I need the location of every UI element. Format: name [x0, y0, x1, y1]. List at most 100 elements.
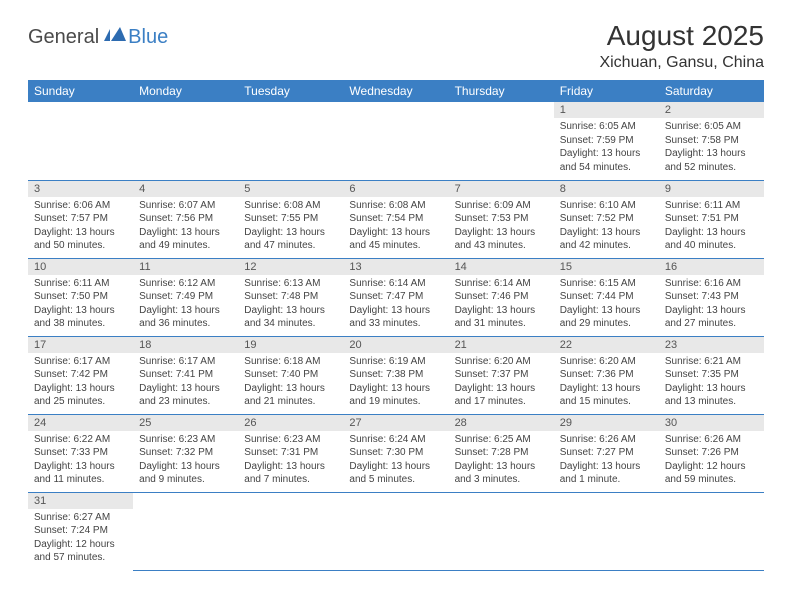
day-info: Sunrise: 6:20 AMSunset: 7:36 PMDaylight:…: [554, 353, 659, 411]
sunrise-text: Sunrise: 6:18 AM: [244, 355, 337, 369]
sunrise-text: Sunrise: 6:13 AM: [244, 277, 337, 291]
day-info: Sunrise: 6:20 AMSunset: 7:37 PMDaylight:…: [449, 353, 554, 411]
day-number: 10: [28, 259, 133, 275]
day-info: Sunrise: 6:13 AMSunset: 7:48 PMDaylight:…: [238, 275, 343, 333]
day-number: 26: [238, 415, 343, 431]
daylight-text: Daylight: 13 hours and 45 minutes.: [349, 226, 442, 253]
daylight-text: Daylight: 13 hours and 27 minutes.: [665, 304, 758, 331]
day-number: 5: [238, 181, 343, 197]
daylight-text: Daylight: 13 hours and 38 minutes.: [34, 304, 127, 331]
calendar-cell: 1Sunrise: 6:05 AMSunset: 7:59 PMDaylight…: [554, 102, 659, 180]
calendar-cell: 2Sunrise: 6:05 AMSunset: 7:58 PMDaylight…: [659, 102, 764, 180]
calendar-cell: 10Sunrise: 6:11 AMSunset: 7:50 PMDayligh…: [28, 258, 133, 336]
sunset-text: Sunset: 7:31 PM: [244, 446, 337, 460]
day-number: 6: [343, 181, 448, 197]
sunrise-text: Sunrise: 6:06 AM: [34, 199, 127, 213]
day-number: 15: [554, 259, 659, 275]
calendar-cell: [554, 492, 659, 570]
calendar-cell: 29Sunrise: 6:26 AMSunset: 7:27 PMDayligh…: [554, 414, 659, 492]
day-info: Sunrise: 6:05 AMSunset: 7:59 PMDaylight:…: [554, 118, 659, 176]
sunrise-text: Sunrise: 6:20 AM: [455, 355, 548, 369]
daylight-text: Daylight: 13 hours and 5 minutes.: [349, 460, 442, 487]
day-number: 2: [659, 102, 764, 118]
sunrise-text: Sunrise: 6:26 AM: [560, 433, 653, 447]
daylight-text: Daylight: 13 hours and 21 minutes.: [244, 382, 337, 409]
daylight-text: Daylight: 13 hours and 17 minutes.: [455, 382, 548, 409]
day-info: Sunrise: 6:25 AMSunset: 7:28 PMDaylight:…: [449, 431, 554, 489]
day-info: Sunrise: 6:15 AMSunset: 7:44 PMDaylight:…: [554, 275, 659, 333]
sunrise-text: Sunrise: 6:11 AM: [34, 277, 127, 291]
sunset-text: Sunset: 7:30 PM: [349, 446, 442, 460]
day-info: Sunrise: 6:10 AMSunset: 7:52 PMDaylight:…: [554, 197, 659, 255]
daylight-text: Daylight: 13 hours and 15 minutes.: [560, 382, 653, 409]
logo-text-blue: Blue: [128, 26, 168, 49]
sunrise-text: Sunrise: 6:05 AM: [560, 120, 653, 134]
day-number: 7: [449, 181, 554, 197]
sunrise-text: Sunrise: 6:24 AM: [349, 433, 442, 447]
sunset-text: Sunset: 7:37 PM: [455, 368, 548, 382]
sunset-text: Sunset: 7:57 PM: [34, 212, 127, 226]
day-info: Sunrise: 6:11 AMSunset: 7:51 PMDaylight:…: [659, 197, 764, 255]
daylight-text: Daylight: 13 hours and 3 minutes.: [455, 460, 548, 487]
calendar-cell: [238, 102, 343, 180]
calendar-cell: [449, 492, 554, 570]
calendar-cell: 30Sunrise: 6:26 AMSunset: 7:26 PMDayligh…: [659, 414, 764, 492]
day-info: Sunrise: 6:12 AMSunset: 7:49 PMDaylight:…: [133, 275, 238, 333]
daylight-text: Daylight: 13 hours and 54 minutes.: [560, 147, 653, 174]
day-number: 23: [659, 337, 764, 353]
sunrise-text: Sunrise: 6:17 AM: [34, 355, 127, 369]
sunrise-text: Sunrise: 6:08 AM: [349, 199, 442, 213]
sunrise-text: Sunrise: 6:16 AM: [665, 277, 758, 291]
day-number: 13: [343, 259, 448, 275]
location-label: Xichuan, Gansu, China: [599, 54, 764, 72]
day-info: Sunrise: 6:26 AMSunset: 7:26 PMDaylight:…: [659, 431, 764, 489]
sunrise-text: Sunrise: 6:10 AM: [560, 199, 653, 213]
day-info: Sunrise: 6:26 AMSunset: 7:27 PMDaylight:…: [554, 431, 659, 489]
sunrise-text: Sunrise: 6:12 AM: [139, 277, 232, 291]
sunrise-text: Sunrise: 6:20 AM: [560, 355, 653, 369]
daylight-text: Daylight: 13 hours and 36 minutes.: [139, 304, 232, 331]
daylight-text: Daylight: 13 hours and 42 minutes.: [560, 226, 653, 253]
sunrise-text: Sunrise: 6:11 AM: [665, 199, 758, 213]
calendar-cell: [659, 492, 764, 570]
sunrise-text: Sunrise: 6:09 AM: [455, 199, 548, 213]
weekday-header: Sunday: [28, 80, 133, 102]
day-number: 24: [28, 415, 133, 431]
sunrise-text: Sunrise: 6:19 AM: [349, 355, 442, 369]
sunset-text: Sunset: 7:28 PM: [455, 446, 548, 460]
daylight-text: Daylight: 13 hours and 40 minutes.: [665, 226, 758, 253]
daylight-text: Daylight: 13 hours and 49 minutes.: [139, 226, 232, 253]
day-info: Sunrise: 6:16 AMSunset: 7:43 PMDaylight:…: [659, 275, 764, 333]
day-info: Sunrise: 6:23 AMSunset: 7:31 PMDaylight:…: [238, 431, 343, 489]
day-info: Sunrise: 6:21 AMSunset: 7:35 PMDaylight:…: [659, 353, 764, 411]
sunset-text: Sunset: 7:42 PM: [34, 368, 127, 382]
daylight-text: Daylight: 13 hours and 23 minutes.: [139, 382, 232, 409]
calendar-cell: 3Sunrise: 6:06 AMSunset: 7:57 PMDaylight…: [28, 180, 133, 258]
sunrise-text: Sunrise: 6:14 AM: [455, 277, 548, 291]
sunrise-text: Sunrise: 6:23 AM: [139, 433, 232, 447]
day-info: Sunrise: 6:08 AMSunset: 7:55 PMDaylight:…: [238, 197, 343, 255]
weekday-header: Saturday: [659, 80, 764, 102]
sunset-text: Sunset: 7:49 PM: [139, 290, 232, 304]
weekday-header: Tuesday: [238, 80, 343, 102]
calendar-cell: 16Sunrise: 6:16 AMSunset: 7:43 PMDayligh…: [659, 258, 764, 336]
calendar-row: 24Sunrise: 6:22 AMSunset: 7:33 PMDayligh…: [28, 414, 764, 492]
daylight-text: Daylight: 13 hours and 47 minutes.: [244, 226, 337, 253]
logo: General Blue: [28, 26, 168, 49]
sunset-text: Sunset: 7:48 PM: [244, 290, 337, 304]
sunrise-text: Sunrise: 6:27 AM: [34, 511, 127, 525]
calendar-cell: 12Sunrise: 6:13 AMSunset: 7:48 PMDayligh…: [238, 258, 343, 336]
calendar-row: 17Sunrise: 6:17 AMSunset: 7:42 PMDayligh…: [28, 336, 764, 414]
sunset-text: Sunset: 7:27 PM: [560, 446, 653, 460]
day-info: Sunrise: 6:27 AMSunset: 7:24 PMDaylight:…: [28, 509, 133, 567]
day-number: 27: [343, 415, 448, 431]
daylight-text: Daylight: 13 hours and 29 minutes.: [560, 304, 653, 331]
sunset-text: Sunset: 7:44 PM: [560, 290, 653, 304]
calendar-cell: [343, 492, 448, 570]
daylight-text: Daylight: 13 hours and 52 minutes.: [665, 147, 758, 174]
sunrise-text: Sunrise: 6:23 AM: [244, 433, 337, 447]
sunset-text: Sunset: 7:51 PM: [665, 212, 758, 226]
day-info: Sunrise: 6:17 AMSunset: 7:41 PMDaylight:…: [133, 353, 238, 411]
sunset-text: Sunset: 7:59 PM: [560, 134, 653, 148]
header: General Blue August 2025 Xichuan, Gansu,…: [28, 20, 764, 72]
